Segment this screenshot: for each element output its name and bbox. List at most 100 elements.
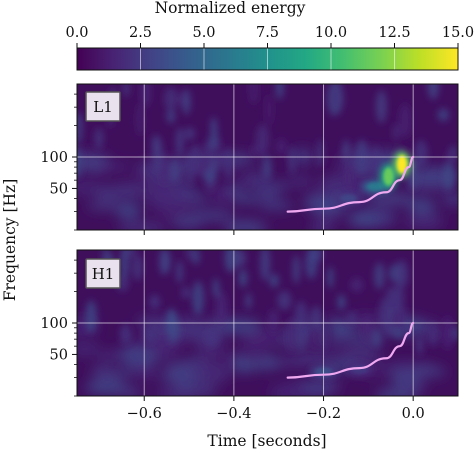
energy-blob — [269, 383, 313, 396]
energy-blob — [301, 379, 332, 395]
energy-streak — [77, 146, 83, 179]
energy-hotspot — [367, 182, 384, 191]
energy-streak — [309, 324, 319, 353]
energy-streak — [152, 135, 163, 172]
energy-streak — [427, 84, 439, 100]
energy-streak — [361, 314, 374, 343]
energy-streak — [398, 103, 412, 138]
energy-blob — [155, 388, 202, 396]
panel-h1: H1 50 100 — [40, 249, 459, 397]
energy-streak — [260, 250, 271, 281]
energy-blob — [257, 200, 294, 211]
energy-blob — [100, 162, 131, 172]
panel-l1-label-box: L1 — [85, 91, 121, 122]
energy-streak — [346, 310, 358, 326]
energy-blob — [208, 187, 237, 204]
panel-l1-track — [286, 155, 415, 213]
panel-l1-grid — [77, 84, 458, 230]
energy-streak — [373, 262, 385, 290]
energy-blob — [96, 185, 123, 201]
energy-blob — [310, 221, 334, 230]
energy-streak — [206, 329, 219, 346]
energy-blob — [115, 386, 143, 396]
energy-streak — [294, 301, 308, 334]
energy-blob — [287, 176, 312, 186]
energy-streak — [277, 291, 292, 310]
energy-streak — [316, 139, 324, 168]
energy-streak — [175, 127, 184, 156]
energy-streak — [286, 318, 297, 354]
energy-streak — [181, 286, 190, 299]
energy-blob — [115, 201, 141, 220]
energy-blob — [99, 369, 126, 381]
energy-streak — [122, 84, 130, 97]
energy-streak — [212, 278, 220, 298]
energy-blob — [172, 214, 204, 229]
energy-streak — [94, 127, 104, 150]
energy-streak — [120, 250, 129, 279]
energy-streak — [441, 316, 454, 350]
energy-blob — [235, 176, 275, 186]
energy-streak — [288, 146, 296, 176]
panel-l1-energy-map — [77, 84, 458, 230]
energy-blob — [241, 348, 267, 363]
energy-streak — [392, 123, 400, 141]
energy-blob — [158, 373, 204, 385]
energy-streak — [375, 90, 387, 124]
panel-h1-track — [286, 321, 415, 379]
energy-blob — [266, 182, 290, 191]
energy-streak — [332, 84, 344, 112]
energy-streak — [255, 124, 270, 155]
energy-blob — [411, 366, 447, 378]
energy-streak — [415, 334, 424, 356]
colorbar-tick-label: 5.0 — [192, 25, 215, 41]
energy-streak — [215, 290, 228, 326]
energy-streak — [189, 144, 202, 174]
energy-streak — [275, 84, 284, 100]
energy-streak — [264, 93, 274, 126]
energy-streak — [184, 127, 196, 140]
energy-streak — [310, 306, 322, 330]
energy-blob — [253, 189, 281, 200]
y-tick-label: 100 — [40, 150, 68, 166]
energy-hotspot — [396, 155, 407, 174]
energy-streak — [192, 250, 200, 265]
energy-streak — [350, 277, 364, 293]
energy-streak — [341, 139, 351, 161]
colorbar-tick-label: 12.5 — [378, 25, 410, 41]
energy-streak — [262, 155, 272, 180]
energy-blob — [233, 195, 259, 205]
frequency-track-line — [286, 155, 415, 213]
energy-streak — [171, 158, 179, 183]
x-tick-label: −0.4 — [216, 406, 251, 422]
energy-streak — [385, 286, 397, 322]
panel-h1-energy-map — [77, 250, 458, 396]
energy-streak — [437, 108, 450, 122]
energy-blob — [367, 193, 416, 206]
colorbar-title: Normalized energy — [155, 0, 306, 17]
energy-streak — [192, 281, 205, 316]
energy-streak — [209, 158, 219, 174]
energy-streak — [346, 166, 353, 191]
energy-streak — [443, 162, 454, 191]
colorbar-tick-label: 2.5 — [129, 25, 152, 41]
energy-streak — [233, 250, 247, 267]
energy-blob — [407, 197, 436, 215]
y-tick-label: 100 — [40, 316, 68, 332]
energy-hotspot — [383, 167, 394, 186]
energy-streak — [397, 305, 407, 335]
energy-streak — [371, 146, 380, 178]
y-tick-label: 50 — [50, 347, 68, 363]
energy-streak — [163, 87, 178, 111]
energy-blob — [349, 213, 379, 228]
energy-streak — [427, 323, 440, 347]
energy-hotspot — [340, 194, 357, 203]
y-axis-title: Frequency [Hz] — [1, 179, 19, 302]
energy-streak — [140, 84, 151, 107]
energy-streak — [182, 89, 191, 115]
energy-blob — [240, 333, 274, 348]
energy-blob — [198, 343, 224, 360]
energy-blob — [224, 219, 267, 230]
energy-blob — [86, 200, 123, 211]
